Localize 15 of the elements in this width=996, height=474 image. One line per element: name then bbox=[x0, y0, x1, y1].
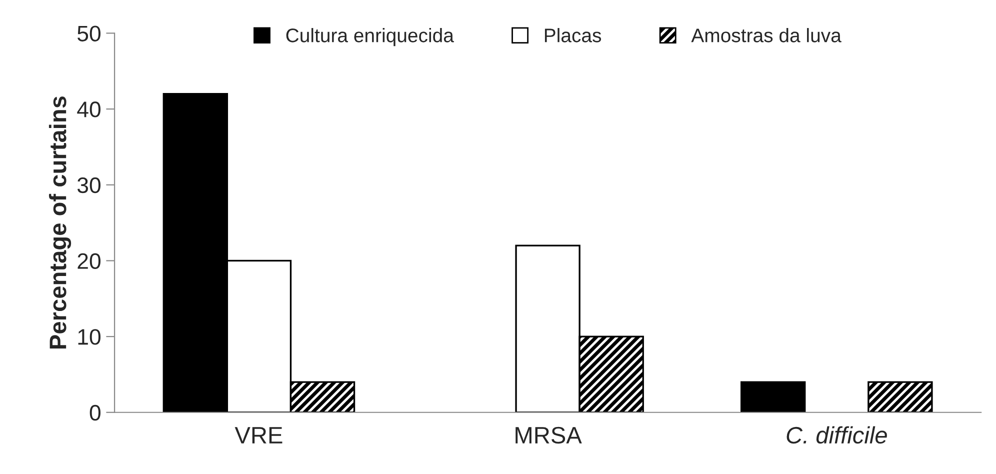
y-tick-label: 20 bbox=[78, 253, 100, 269]
y-tick-label: 30 bbox=[77, 177, 100, 194]
y-tick-label: 50 bbox=[78, 26, 100, 42]
bar bbox=[740, 381, 806, 412]
y-tick-label: 10 bbox=[78, 329, 100, 345]
y-tick-label: 0 bbox=[90, 404, 100, 421]
legend-label: Amostras da luva bbox=[691, 28, 842, 42]
x-tick-label: C. difficile bbox=[786, 426, 887, 444]
legend-label: Cultura enriquecida bbox=[286, 28, 454, 46]
legend-label: Placas bbox=[544, 28, 602, 42]
x-tick-label: MRSA bbox=[516, 426, 582, 444]
x-tick-label: VRE bbox=[234, 427, 282, 444]
y-axis-title: Percentage of curtains bbox=[48, 96, 72, 348]
bar bbox=[868, 381, 933, 412]
y-tick-label: 40 bbox=[77, 102, 100, 118]
